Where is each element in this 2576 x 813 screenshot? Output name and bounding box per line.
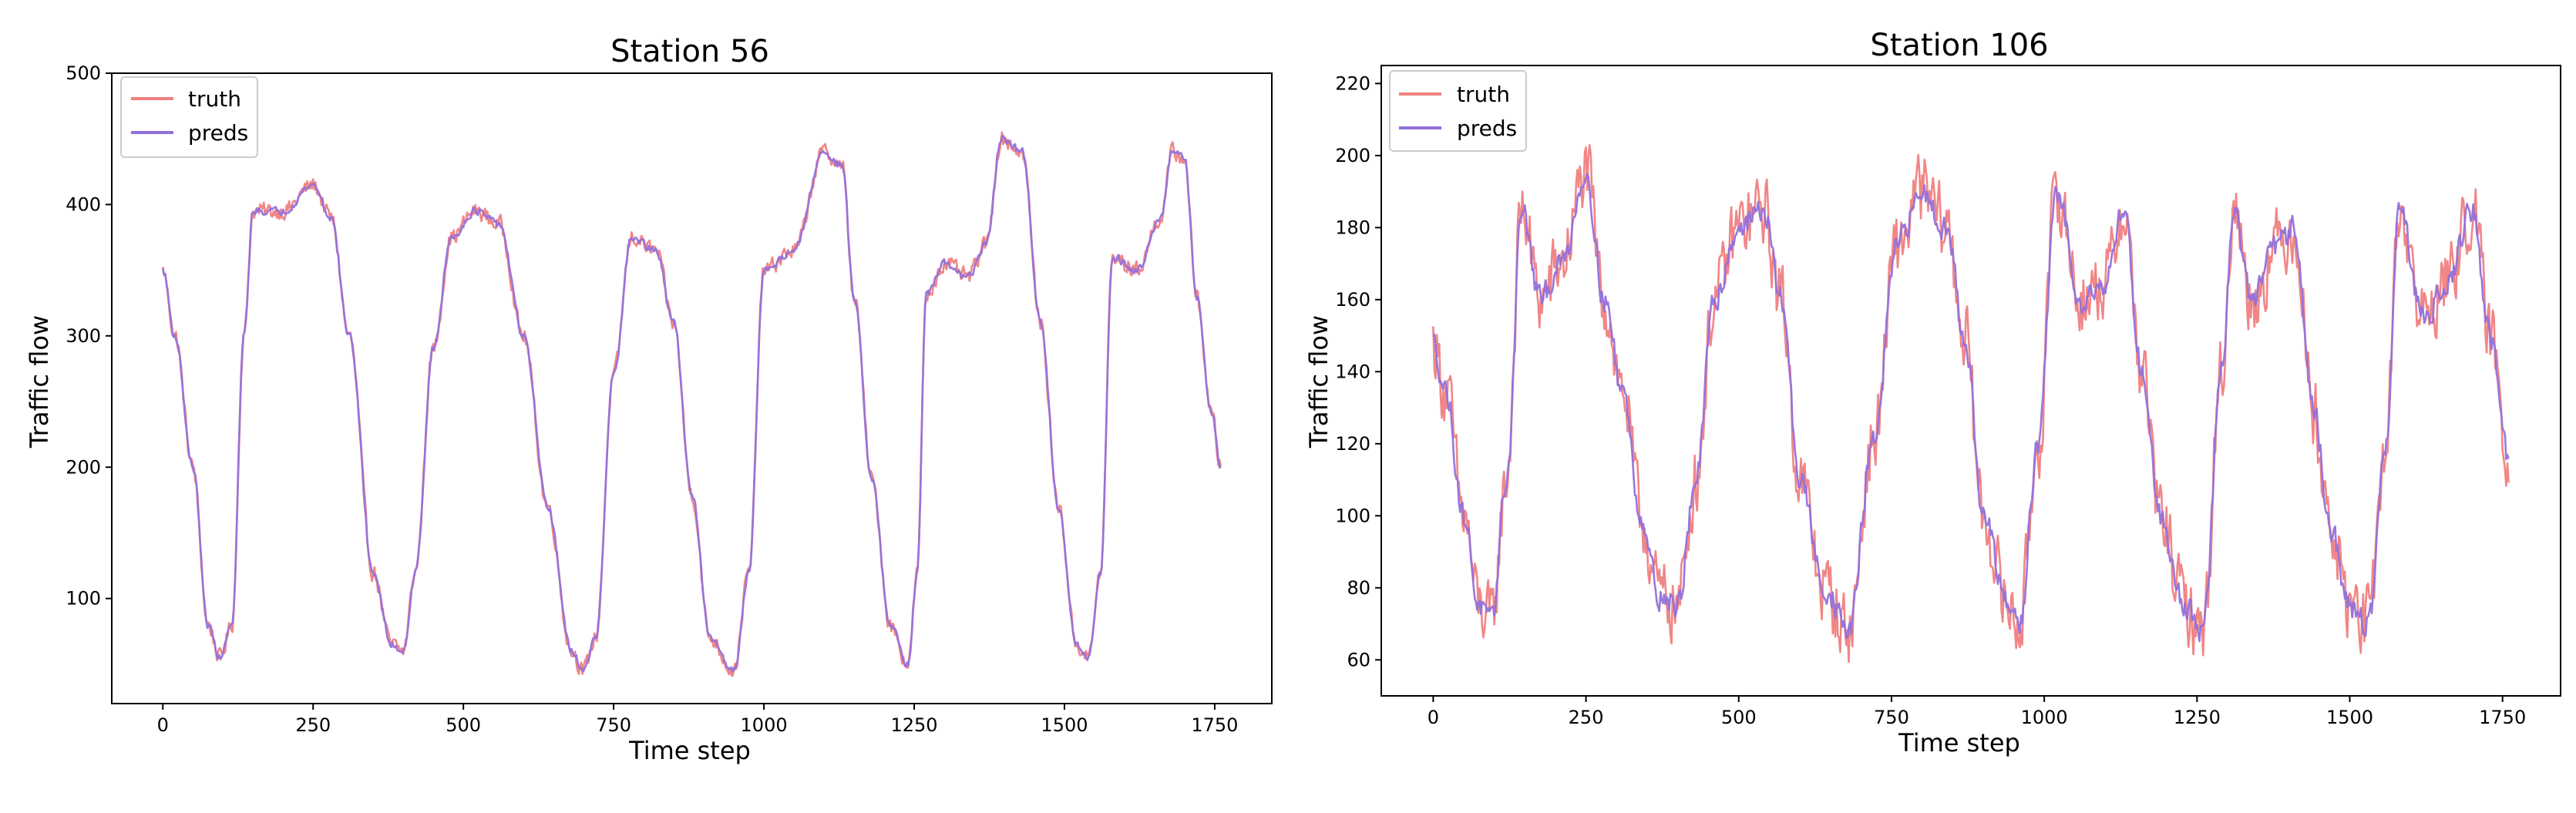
series-line-preds	[162, 134, 1222, 674]
legend-label-truth: truth	[188, 86, 241, 112]
y-axis-label: Traffic flow	[1304, 315, 1333, 448]
legend-label-preds: preds	[1457, 116, 1517, 141]
y-axis-label: Traffic flow	[25, 315, 54, 448]
y-tick-label: 300	[66, 325, 101, 347]
chart-title: Station 56	[610, 34, 769, 69]
x-tick-label: 1500	[1041, 714, 1088, 736]
legend: truth preds	[1389, 70, 1527, 152]
chart-panel-station-106: Station 106 Time step Traffic flow 0 250 5…	[1283, 0, 2576, 813]
x-axis-label: Time step	[628, 736, 751, 765]
y-tick-label: 100	[1335, 505, 1370, 526]
legend: truth preds	[120, 76, 258, 158]
x-tick-label: 500	[446, 714, 481, 736]
x-tick-label: 1500	[2326, 707, 2373, 728]
series-line-truth	[162, 131, 1222, 677]
x-tick-label: 1250	[890, 714, 937, 736]
x-axis-label: Time step	[1898, 728, 2020, 758]
y-tick-label: 220	[1335, 72, 1370, 94]
plot-area	[162, 131, 1222, 677]
axis-ticks: 0 250 500 750 1000 1250 1500 1750 100 200 300 400 50…	[66, 62, 1238, 736]
x-tick-label: 500	[1721, 707, 1757, 728]
x-tick-label: 250	[1569, 707, 1604, 728]
y-tick-label: 60	[1347, 649, 1370, 670]
y-tick-label: 180	[1335, 217, 1370, 238]
axis-ticks: 0 250 500 750 1000 1250 1500 1750 60 80 100 120 140 1…	[1335, 72, 2526, 728]
x-tick-label: 1750	[2479, 707, 2526, 728]
plot-frame	[1380, 65, 2561, 697]
x-tick-label: 0	[1428, 707, 1439, 728]
chart-station-106: Station 106 Time step Traffic flow 0 250 5…	[1304, 28, 2561, 758]
plot-area	[1432, 144, 2510, 664]
y-tick-label: 500	[66, 62, 101, 84]
chart-title: Station 106	[1870, 28, 2048, 63]
x-tick-label: 1000	[741, 714, 788, 736]
series-line-truth	[1432, 144, 2510, 664]
x-tick-label: 250	[295, 714, 331, 736]
series-line-preds	[1432, 173, 2510, 643]
x-tick-label: 1750	[1191, 714, 1238, 736]
legend-box	[1389, 70, 1527, 152]
x-tick-label: 750	[1874, 707, 1909, 728]
chart-panel-station-56: Station 56 Time step Traffic flow 0 250 50…	[0, 0, 1280, 813]
legend-label-preds: preds	[188, 120, 248, 146]
y-tick-label: 400	[66, 193, 101, 215]
y-tick-label: 100	[66, 588, 101, 610]
x-tick-label: 1000	[2021, 707, 2068, 728]
y-tick-label: 80	[1347, 577, 1370, 599]
y-tick-label: 160	[1335, 289, 1370, 311]
y-tick-label: 200	[66, 456, 101, 478]
legend-label-truth: truth	[1457, 82, 1510, 107]
y-tick-label: 120	[1335, 433, 1370, 455]
x-tick-label: 1250	[2174, 707, 2221, 728]
y-tick-label: 200	[1335, 145, 1370, 166]
plot-frame	[111, 72, 1273, 704]
x-tick-label: 750	[596, 714, 631, 736]
y-tick-label: 140	[1335, 361, 1370, 382]
chart-station-56: Station 56 Time step Traffic flow 0 250 50…	[25, 34, 1273, 765]
x-tick-label: 0	[157, 714, 169, 736]
